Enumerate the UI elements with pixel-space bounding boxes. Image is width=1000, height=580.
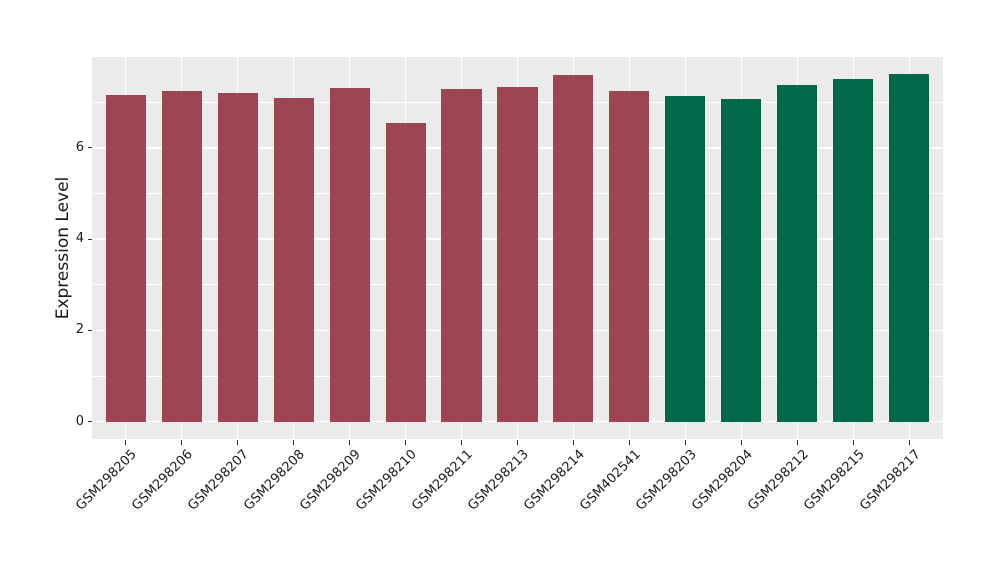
x-tick-mark xyxy=(908,440,910,445)
x-tick-mark xyxy=(236,440,239,445)
x-tick-mark xyxy=(740,440,743,445)
bar-GSM298205 xyxy=(105,95,146,422)
bar-GSM298212 xyxy=(777,84,818,422)
bar-GSM298213 xyxy=(497,86,538,422)
x-tick-mark xyxy=(348,440,351,445)
x-tick-mark xyxy=(684,440,687,445)
x-tick-mark xyxy=(124,440,127,445)
x-tick-mark xyxy=(404,440,407,445)
x-tick-mark xyxy=(292,440,295,445)
bar-GSM298207 xyxy=(217,93,258,422)
y-tick-label: 6 xyxy=(75,139,84,155)
bar-GSM298217 xyxy=(889,73,930,422)
y-tick-mark xyxy=(87,329,92,331)
x-tick-mark xyxy=(180,440,183,445)
bar-GSM298206 xyxy=(161,90,202,422)
bar-GSM402541 xyxy=(609,90,650,422)
y-axis-title: Expression Level xyxy=(53,176,73,320)
y-tick-mark xyxy=(87,421,92,423)
bar-GSM298215 xyxy=(833,79,874,422)
bar-GSM298211 xyxy=(441,89,482,422)
y-tick-mark xyxy=(87,147,92,149)
x-tick-mark xyxy=(852,440,854,445)
bar-GSM298203 xyxy=(665,95,706,422)
plot-panel xyxy=(92,57,943,439)
bar-GSM298214 xyxy=(553,74,594,422)
bar-GSM298210 xyxy=(385,122,426,422)
x-tick-mark xyxy=(572,440,575,445)
y-tick-mark xyxy=(87,238,92,240)
x-tick-mark xyxy=(460,440,463,445)
y-tick-label: 4 xyxy=(75,231,84,247)
bar-GSM298208 xyxy=(273,97,314,422)
y-tick-label: 0 xyxy=(75,413,84,429)
x-tick-mark xyxy=(628,440,631,445)
bar-GSM298209 xyxy=(329,88,370,422)
x-tick-mark xyxy=(516,440,519,445)
y-tick-label: 2 xyxy=(75,322,84,338)
bar-GSM298204 xyxy=(721,98,762,422)
x-tick-mark xyxy=(796,440,799,445)
